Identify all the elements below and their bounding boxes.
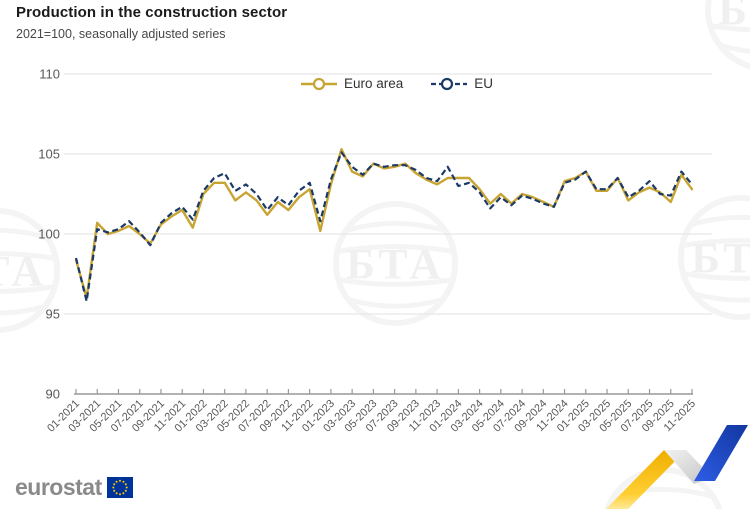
eu-flag-icon	[106, 477, 133, 498]
y-tick-label-105: 105	[38, 147, 60, 162]
eu-flag-stars	[112, 479, 128, 496]
page-subtitle: 2021=100, seasonally adjusted series	[16, 27, 226, 41]
y-tick-label-100: 100	[38, 227, 60, 242]
chart-legend: Euro area EU	[22, 76, 750, 91]
euro-area-line-marker-icon	[300, 77, 337, 90]
legend-label-euro-area: Euro area	[343, 76, 404, 91]
chart-svg: 909510010511001-202103-202105-202107-202…	[38, 67, 712, 435]
series-euro-area-line	[74, 147, 694, 300]
legend-item-euro-area: Euro area	[300, 76, 404, 91]
eurostat-logo: eurostat	[15, 474, 133, 501]
page-title: Production in the construction sector	[16, 4, 288, 21]
legend-item-eu: EU	[431, 76, 493, 91]
y-tick-label-95: 95	[46, 307, 60, 322]
eu-line-marker-icon	[431, 77, 468, 90]
series-eu-line	[74, 151, 693, 303]
bta-ribbon-logo	[606, 425, 748, 509]
y-tick-label-110: 110	[39, 67, 60, 82]
y-tick-label-90: 90	[46, 387, 60, 402]
legend-label-eu: EU	[474, 76, 494, 91]
eurostat-logo-text: eurostat	[15, 474, 102, 500]
ribbon-blue-stroke	[694, 425, 748, 481]
